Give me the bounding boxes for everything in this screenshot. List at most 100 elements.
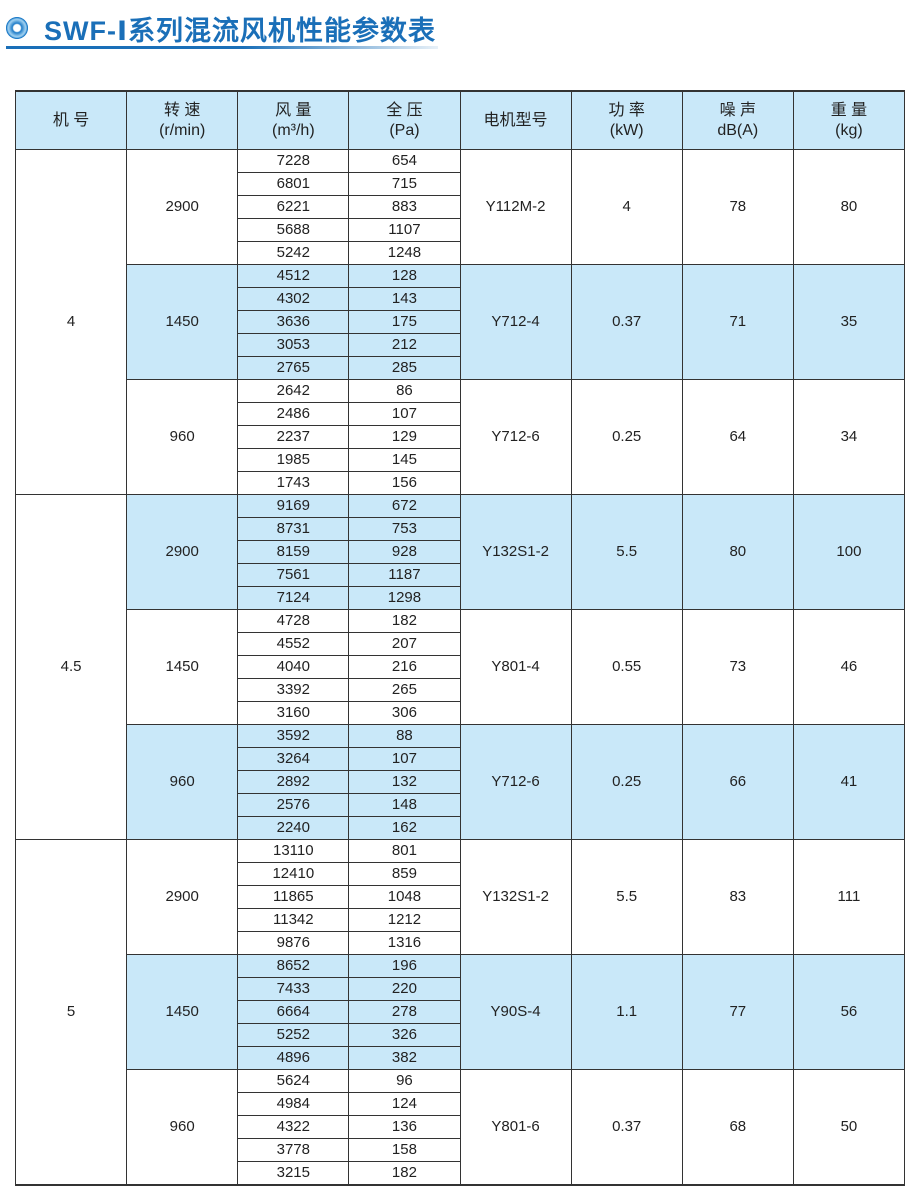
pressure-cell: 158 xyxy=(348,1138,461,1162)
noise-cell: 64 xyxy=(681,379,794,495)
table-row: 960 5624 96 Y801-6 0.37 68 50 xyxy=(16,1069,906,1186)
pressure-cell: 753 xyxy=(348,517,461,541)
noise-cell: 77 xyxy=(681,954,794,1070)
airflow-cell: 8159 xyxy=(237,540,350,564)
header-machine-no: 机 号 xyxy=(14,90,128,150)
airflow-cell: 2237 xyxy=(237,425,350,449)
airflow-cell: 5242 xyxy=(237,241,350,265)
pressure-cell: 883 xyxy=(348,195,461,219)
fan-performance-table: 机 号 转 速 (r/min) 风 量 (m³/h) 全 压 (Pa) 电机型号 功 率 (kW)… xyxy=(14,90,906,1186)
airflow-cell: 3264 xyxy=(237,747,350,771)
power-cell: 0.25 xyxy=(570,379,683,495)
airflow-cell: 6801 xyxy=(237,172,350,196)
airflow-cell: 7433 xyxy=(237,977,350,1001)
pressure-cell: 1316 xyxy=(348,931,461,955)
header-unit: (r/min) xyxy=(159,121,206,139)
pressure-cell: 129 xyxy=(348,425,461,449)
motor-model-cell: Y801-4 xyxy=(459,609,572,725)
weight-cell: 56 xyxy=(792,954,906,1070)
airflow-cell: 1985 xyxy=(237,448,350,472)
table-row: 1743 156 xyxy=(16,471,905,495)
header-unit: (kg) xyxy=(835,121,863,139)
motor-model-cell: Y712-4 xyxy=(459,264,572,380)
pressure-cell: 207 xyxy=(348,632,461,656)
header-label: 功 率 xyxy=(608,101,645,119)
table-row: 3053 212 xyxy=(16,333,905,357)
title-underline xyxy=(6,46,438,49)
table-row: 7561 1187 xyxy=(16,563,905,587)
speed-cell: 960 xyxy=(126,724,239,840)
pressure-cell: 86 xyxy=(348,379,461,403)
noise-cell: 71 xyxy=(681,264,794,380)
airflow-cell: 4728 xyxy=(237,609,350,633)
speed-cell: 2900 xyxy=(126,839,239,955)
airflow-cell: 5624 xyxy=(237,1069,350,1093)
header-noise: 噪 声 dB(A) xyxy=(681,90,794,150)
airflow-cell: 1743 xyxy=(237,471,350,495)
pressure-cell: 124 xyxy=(348,1092,461,1116)
motor-model-cell: Y132S1-2 xyxy=(459,494,572,610)
table-row: 7433 220 xyxy=(16,977,905,1001)
pressure-cell: 654 xyxy=(348,149,461,173)
header-motor-model: 电机型号 xyxy=(459,90,572,150)
machine-no-cell: 4 xyxy=(14,149,128,495)
pressure-cell: 145 xyxy=(348,448,461,472)
table-row: 5 2900 13110 801 Y132S1-2 5.5 83 111 xyxy=(14,839,906,1186)
weight-cell: 35 xyxy=(792,264,906,380)
power-cell: 0.25 xyxy=(570,724,683,840)
pressure-cell: 278 xyxy=(348,1000,461,1024)
table-row: 3636 175 xyxy=(16,310,905,334)
weight-cell: 50 xyxy=(792,1069,906,1186)
bullet-circle-icon xyxy=(6,17,28,39)
airflow-cell: 3215 xyxy=(237,1161,350,1186)
motor-model-cell: Y801-6 xyxy=(459,1069,572,1186)
airflow-cell: 8652 xyxy=(237,954,350,978)
weight-cell: 41 xyxy=(792,724,906,840)
airflow-cell: 2576 xyxy=(237,793,350,817)
airflow-cell: 7124 xyxy=(237,586,350,610)
machine-no-cell: 5 xyxy=(14,839,128,1186)
motor-model-cell: Y132S1-2 xyxy=(459,839,572,955)
pressure-cell: 715 xyxy=(348,172,461,196)
header-unit: dB(A) xyxy=(717,121,759,139)
motor-model-cell: Y712-6 xyxy=(459,379,572,495)
pressure-cell: 859 xyxy=(348,862,461,886)
airflow-cell: 4302 xyxy=(237,287,350,311)
header-unit: (kW) xyxy=(609,121,644,139)
airflow-cell: 4322 xyxy=(237,1115,350,1139)
header-label: 全 压 xyxy=(386,101,423,119)
power-cell: 5.5 xyxy=(570,839,683,955)
airflow-cell: 2486 xyxy=(237,402,350,426)
airflow-cell: 5252 xyxy=(237,1023,350,1047)
table-row: 960 2642 86 Y712-6 0.25 64 34 xyxy=(16,379,906,495)
noise-cell: 73 xyxy=(681,609,794,725)
table-row: 9876 1316 xyxy=(16,931,905,955)
title-text: SWF-Ⅰ系列混流风机性能参数表 xyxy=(44,15,437,46)
power-cell: 0.37 xyxy=(570,1069,683,1186)
noise-cell: 78 xyxy=(681,149,794,265)
airflow-cell: 11342 xyxy=(237,908,350,932)
pressure-cell: 96 xyxy=(348,1069,461,1093)
airflow-cell: 7561 xyxy=(237,563,350,587)
pressure-cell: 1187 xyxy=(348,563,461,587)
pressure-cell: 148 xyxy=(348,793,461,817)
airflow-cell: 4512 xyxy=(237,264,350,288)
pressure-cell: 162 xyxy=(348,816,461,840)
motor-model-cell: Y90S-4 xyxy=(459,954,572,1070)
table-row: 3160 306 xyxy=(16,701,905,725)
pressure-cell: 326 xyxy=(348,1023,461,1047)
table-row: 12410 859 xyxy=(16,862,905,886)
header-label: 噪 声 xyxy=(719,101,757,119)
table-row: 4896 382 xyxy=(16,1046,905,1070)
weight-cell: 100 xyxy=(792,494,906,610)
airflow-cell: 4552 xyxy=(237,632,350,656)
noise-cell: 66 xyxy=(681,724,794,840)
airflow-cell: 4984 xyxy=(237,1092,350,1116)
speed-cell: 1450 xyxy=(126,264,239,380)
pressure-cell: 216 xyxy=(348,655,461,679)
pressure-cell: 1107 xyxy=(348,218,461,242)
table-row: 6664 278 xyxy=(16,1000,905,1024)
weight-cell: 34 xyxy=(792,379,906,495)
motor-model-cell: Y112M-2 xyxy=(459,149,572,265)
airflow-cell: 3592 xyxy=(237,724,350,748)
